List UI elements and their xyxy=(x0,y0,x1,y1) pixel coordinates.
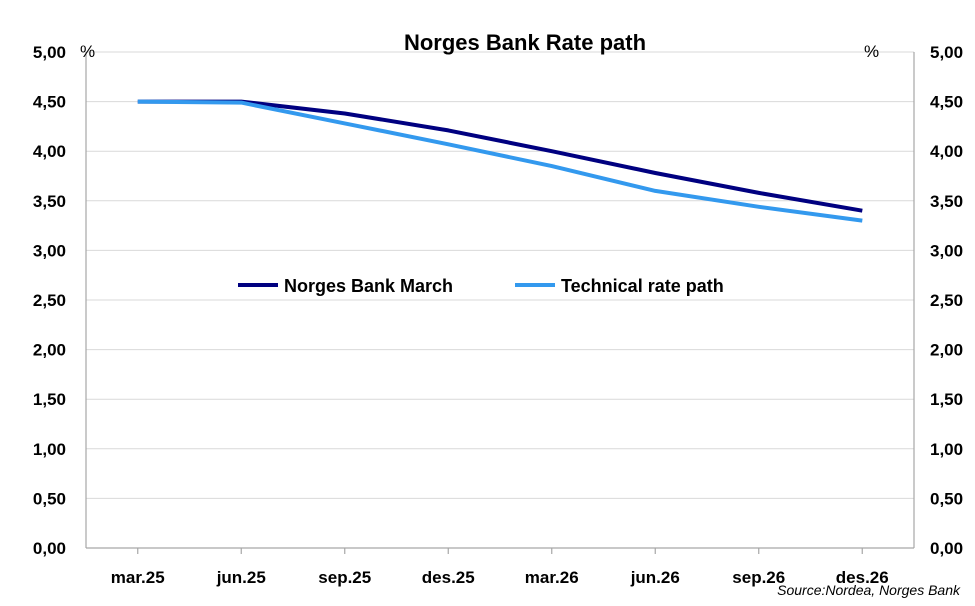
axes xyxy=(85,52,915,554)
y-tick-label-left: 2,50 xyxy=(33,291,66,310)
y-tick-label-left: 1,00 xyxy=(33,440,66,459)
x-tick-label: des.25 xyxy=(422,568,475,587)
y-tick-label-right: 2,50 xyxy=(930,291,963,310)
y-tick-label-right: 4,50 xyxy=(930,93,963,112)
x-tick-label: mar.25 xyxy=(111,568,165,587)
y-tick-label-left: 2,00 xyxy=(33,341,66,360)
y-tick-label-left: 0,00 xyxy=(33,539,66,558)
y-tick-label-right: 4,00 xyxy=(930,142,963,161)
y-tick-label-left: 4,00 xyxy=(33,142,66,161)
y-tick-label-right: 1,00 xyxy=(930,440,963,459)
y-tick-label-right: 0,50 xyxy=(930,489,963,508)
x-tick-label: jun.25 xyxy=(216,568,266,587)
y-tick-label-right: 2,00 xyxy=(930,341,963,360)
y-unit-right: % xyxy=(864,42,879,61)
y-tick-label-left: 4,50 xyxy=(33,93,66,112)
series-lines xyxy=(137,99,863,223)
series-line-norges-bank-march xyxy=(137,99,863,213)
y-unit-left: % xyxy=(80,42,95,61)
x-tick-label: des.26 xyxy=(836,568,889,587)
x-tick-label: jun.26 xyxy=(630,568,680,587)
y-tick-label-right: 5,00 xyxy=(930,43,963,62)
x-tick-label: sep.25 xyxy=(318,568,371,587)
series-line-technical-rate-path xyxy=(137,99,863,223)
y-tick-label-left: 3,50 xyxy=(33,192,66,211)
gridlines xyxy=(86,51,914,499)
legend-label-technical-rate-path: Technical rate path xyxy=(561,276,724,296)
legend: Norges Bank March Technical rate path xyxy=(238,276,724,296)
y-tick-label-left: 5,00 xyxy=(33,43,66,62)
source-note: Source:Nordea, Norges Bank xyxy=(777,582,961,598)
tick-labels: 0,00 0,00 0,50 0,50 1,00 1,00 1,50 1,50 2,00 2,00… xyxy=(33,43,963,587)
y-tick-label-right: 3,00 xyxy=(930,241,963,260)
legend-label-norges-bank-march: Norges Bank March xyxy=(284,276,453,296)
y-tick-label-left: 0,50 xyxy=(33,489,66,508)
x-tick-label: mar.26 xyxy=(525,568,579,587)
y-tick-label-right: 0,00 xyxy=(930,539,963,558)
chart-title: Norges Bank Rate path xyxy=(404,30,646,55)
x-tick-label: sep.26 xyxy=(732,568,785,587)
y-tick-label-left: 1,50 xyxy=(33,390,66,409)
y-tick-label-right: 3,50 xyxy=(930,192,963,211)
y-tick-label-left: 3,00 xyxy=(33,241,66,260)
y-tick-label-right: 1,50 xyxy=(930,390,963,409)
